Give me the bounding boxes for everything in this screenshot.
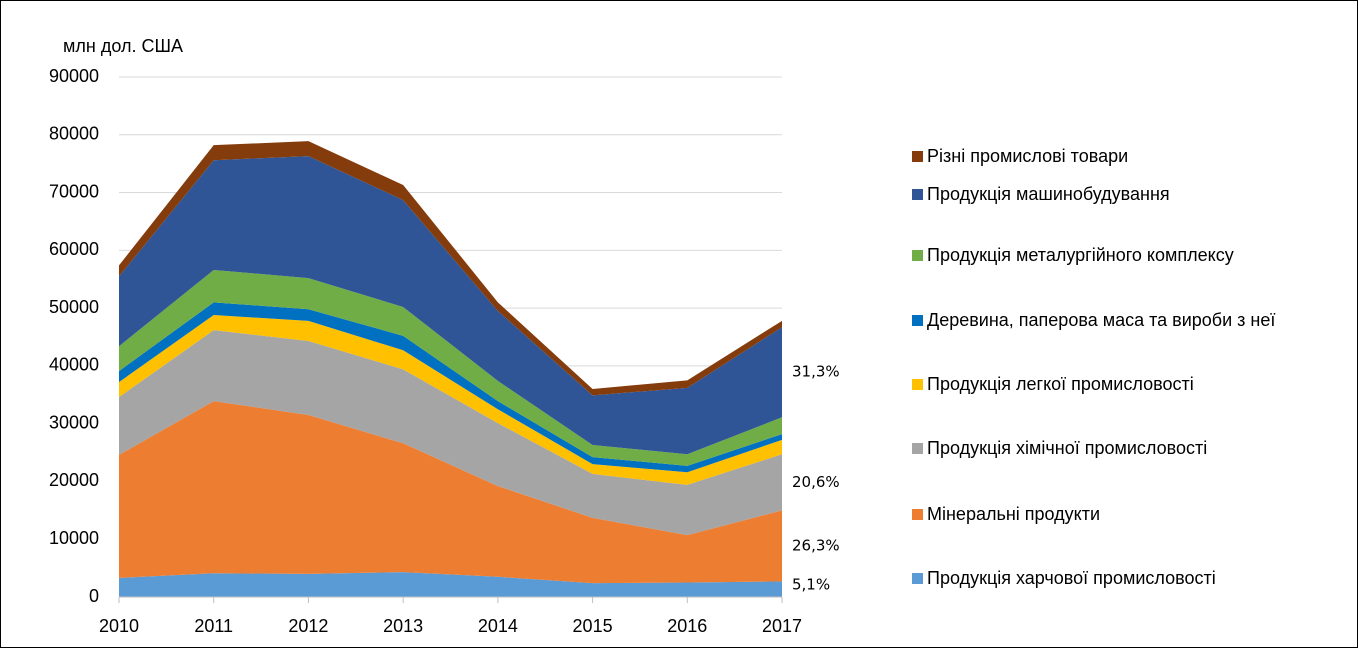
legend-item: Різні промислові товари (912, 145, 1342, 167)
legend-swatch (912, 250, 923, 261)
x-tick-label: 2017 (762, 616, 802, 636)
legend-swatch (912, 315, 923, 326)
area (119, 315, 782, 485)
y-axis-label: млн дол. США (63, 36, 183, 56)
legend-label: Продукція машинобудування (927, 184, 1170, 204)
end-label: 20,6% (792, 473, 840, 491)
legend-label: Продукція хімічної промисловості (927, 438, 1208, 458)
legend-swatch (912, 379, 923, 390)
legend-item: Продукція легкої промисловості (912, 373, 1342, 395)
area (119, 572, 782, 597)
x-tick-label: 2016 (667, 616, 707, 636)
x-tick-label: 2010 (99, 616, 139, 636)
end-label: 5,1% (792, 576, 830, 594)
y-tick-label: 30000 (49, 412, 99, 432)
y-tick-label: 60000 (49, 239, 99, 259)
x-tick-label: 2013 (383, 616, 423, 636)
y-tick-label: 20000 (49, 470, 99, 490)
end-label: 31,3% (792, 363, 840, 381)
legend-label: Продукція металургійного комплексу (927, 245, 1234, 265)
legend-swatch (912, 509, 923, 520)
legend-item: Деревина, паперова маса та вироби з неї (912, 309, 1342, 331)
legend-item: Продукція хімічної промисловості (912, 437, 1342, 459)
y-tick-label: 0 (89, 586, 99, 606)
y-tick-label: 40000 (49, 355, 99, 375)
area (119, 269, 782, 466)
legend-label: Продукція легкої промисловості (927, 374, 1194, 394)
y-tick-label: 70000 (49, 181, 99, 201)
legend-item: Мінеральні продукти (912, 503, 1342, 525)
legend-label: Продукція харчової промисловості (927, 568, 1216, 588)
y-tick-label: 90000 (49, 66, 99, 86)
legend-swatch (912, 151, 923, 162)
legend-label: Різні промислові товари (927, 146, 1129, 166)
area (119, 401, 782, 584)
x-tick-label: 2015 (573, 616, 613, 636)
legend-label: Деревина, паперова маса та вироби з неї (927, 310, 1276, 330)
legend-item: Продукція металургійного комплексу (912, 244, 1342, 266)
legend-item: Продукція машинобудування (912, 183, 1342, 205)
x-tick-label: 2012 (288, 616, 328, 636)
area (119, 330, 782, 536)
legend-swatch (912, 189, 923, 200)
x-tick-label: 2014 (478, 616, 518, 636)
y-tick-label: 50000 (49, 297, 99, 317)
y-tick-label: 80000 (49, 124, 99, 144)
legend-swatch (912, 573, 923, 584)
end-label: 26,3% (792, 536, 840, 554)
legend-item: Продукція харчової промисловості (912, 567, 1342, 589)
y-tick-label: 10000 (49, 528, 99, 548)
legend-label: Мінеральні продукти (927, 504, 1101, 524)
area (119, 156, 782, 455)
x-tick-label: 2011 (194, 616, 233, 636)
legend-swatch (912, 443, 923, 454)
